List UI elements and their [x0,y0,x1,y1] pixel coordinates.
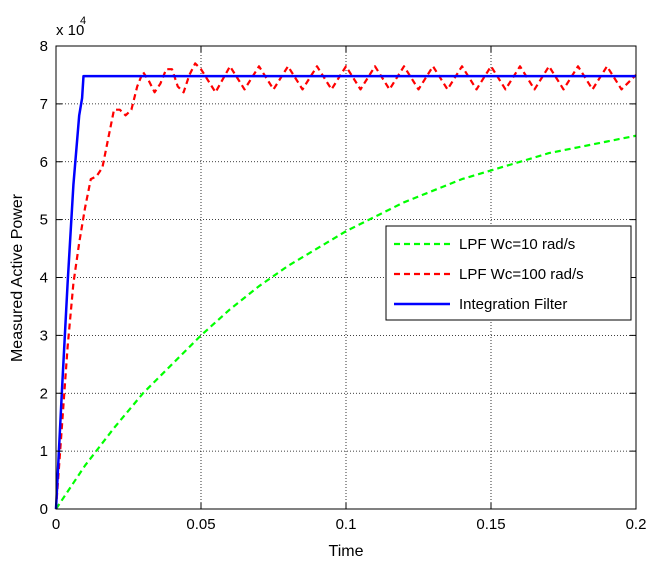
tick-labels: 0 0.05 0.1 0.15 0.2 0 1 2 3 4 5 6 7 8 [40,38,647,533]
legend: LPF Wc=10 rad/s LPF Wc=100 rad/s Integrati… [385,225,632,321]
exponent-power: 4 [80,15,86,27]
series-group [54,62,637,510]
x-tick-label: 0.15 [476,516,505,533]
legend-label-3: Integration Filter [459,296,567,313]
y-tick-label: 3 [40,327,48,344]
y-tick-label: 7 [40,96,48,113]
y-tick-label: 0 [40,501,48,518]
x-tick-label: 0.2 [626,516,647,533]
legend-label-2: LPF Wc=100 rad/s [459,266,584,283]
series-line-3 [54,74,636,510]
y-axis-title: Measured Active Power [9,193,26,362]
x-tick-label: 0.05 [186,516,215,533]
x-tick-label: 0.1 [336,516,357,533]
y-tick-label: 6 [40,154,48,171]
exponent-label: x 10 [56,22,84,39]
x-axis-title: Time [329,543,364,560]
y-tick-label: 4 [40,270,48,287]
x-tick-label: 0 [52,516,60,533]
legend-label-1: LPF Wc=10 rad/s [459,236,575,253]
ticks [55,45,637,510]
series-line-2 [54,62,637,510]
y-tick-label: 5 [40,212,48,229]
y-tick-label: 8 [40,38,48,55]
y-tick-label: 1 [40,443,48,460]
y-tick-label: 2 [40,385,48,402]
series-line-1 [55,134,637,510]
